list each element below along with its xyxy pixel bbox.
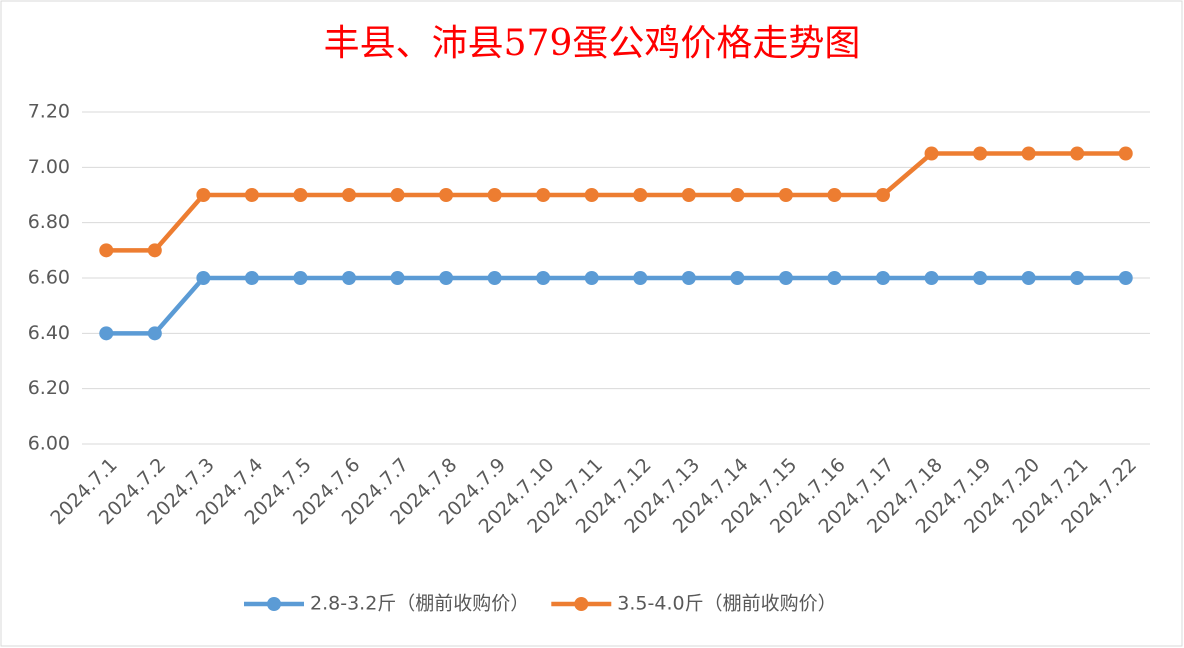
point bbox=[876, 271, 890, 285]
legend-marker bbox=[267, 597, 281, 611]
y-tick-label: 6.80 bbox=[28, 211, 70, 233]
point bbox=[924, 146, 939, 161]
point bbox=[439, 271, 454, 285]
point bbox=[1070, 271, 1085, 285]
point bbox=[390, 188, 405, 202]
point bbox=[584, 271, 599, 285]
point bbox=[244, 188, 259, 202]
legend-label: 3.5-4.0斤（棚前收购价） bbox=[617, 593, 836, 615]
point bbox=[633, 188, 648, 202]
point bbox=[342, 271, 356, 285]
chart-title: 丰县、沛县579蛋公鸡价格走势图 bbox=[324, 23, 861, 64]
series-line bbox=[106, 275, 1126, 336]
point bbox=[293, 271, 308, 285]
y-tick-label: 7.20 bbox=[28, 101, 70, 123]
point bbox=[827, 188, 842, 202]
point bbox=[730, 271, 745, 285]
point bbox=[1118, 271, 1133, 285]
point bbox=[876, 188, 890, 202]
y-tick-label: 6.20 bbox=[28, 377, 70, 399]
point bbox=[147, 243, 162, 258]
point bbox=[99, 326, 114, 341]
point bbox=[196, 271, 211, 285]
point bbox=[439, 188, 454, 202]
point bbox=[196, 188, 211, 202]
series-line bbox=[106, 151, 1126, 253]
y-tick-label: 6.60 bbox=[28, 267, 70, 289]
point bbox=[924, 271, 939, 285]
point bbox=[584, 188, 599, 202]
point bbox=[99, 243, 114, 258]
point bbox=[730, 188, 745, 202]
point bbox=[778, 271, 793, 285]
point bbox=[1070, 146, 1085, 161]
point bbox=[390, 271, 405, 285]
point bbox=[681, 271, 696, 285]
legend-marker bbox=[574, 597, 589, 611]
y-tick-label: 6.40 bbox=[28, 322, 70, 344]
y-tick-label: 6.00 bbox=[28, 433, 70, 455]
point bbox=[1118, 146, 1133, 161]
point bbox=[1021, 271, 1036, 285]
point bbox=[973, 146, 988, 161]
point bbox=[487, 271, 502, 285]
point bbox=[827, 271, 842, 285]
point bbox=[536, 188, 551, 202]
point bbox=[244, 271, 259, 285]
point bbox=[293, 188, 308, 202]
y-tick-label: 7.00 bbox=[28, 156, 70, 178]
point bbox=[633, 271, 648, 285]
point bbox=[147, 326, 162, 341]
point bbox=[681, 188, 696, 202]
point bbox=[973, 271, 988, 285]
legend-label: 2.8-3.2斤（棚前收购价） bbox=[310, 593, 529, 615]
point bbox=[778, 188, 793, 202]
point bbox=[342, 188, 356, 202]
point bbox=[536, 271, 551, 285]
point bbox=[487, 188, 502, 202]
point bbox=[1021, 146, 1036, 161]
